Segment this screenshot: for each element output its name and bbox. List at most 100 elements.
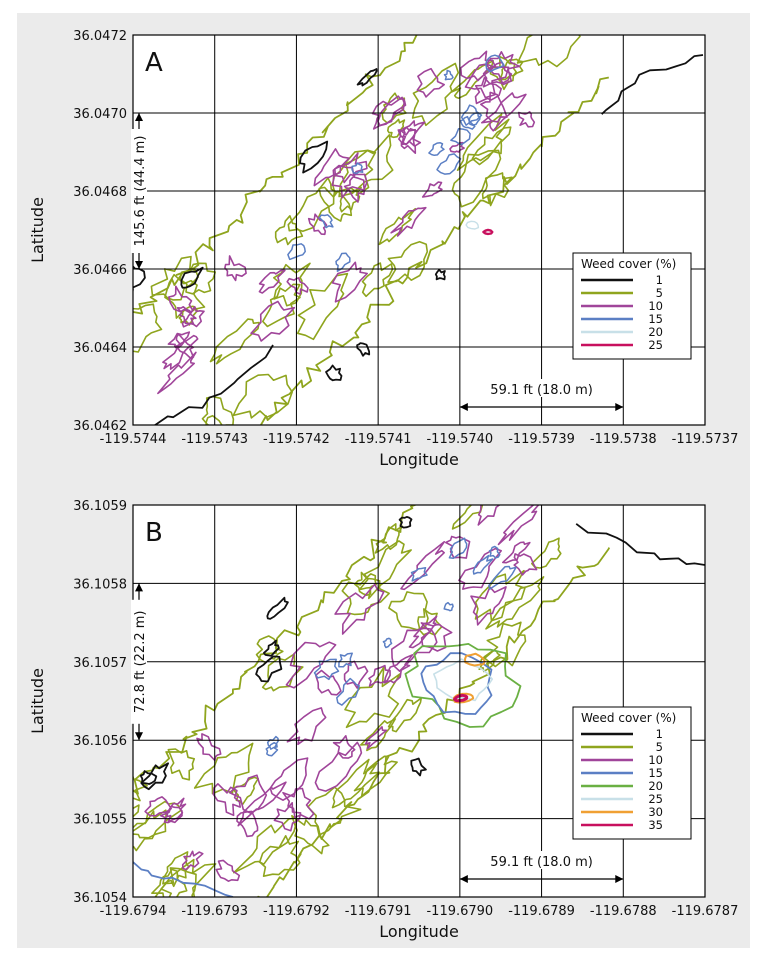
- contour-1: [356, 342, 371, 357]
- contour-10: [258, 269, 286, 294]
- contour-lines: [133, 505, 705, 897]
- contour-5: [232, 373, 293, 419]
- legend-label: 35: [648, 818, 663, 832]
- panel-label: B: [145, 518, 163, 548]
- contour-15: [410, 566, 428, 582]
- legend-label: 1: [656, 727, 663, 741]
- legend-label: 1: [656, 273, 663, 287]
- contour-5: [255, 635, 284, 664]
- x-tick-label: -119.6794: [100, 904, 167, 919]
- y-tick-label: 36.1059: [73, 499, 127, 514]
- horizontal-scale-arrowhead: [459, 403, 468, 411]
- contour-5: [274, 215, 304, 246]
- figure-background: -119.5744 -119.5743 -119.5742 -119.5741 -119…: [17, 13, 750, 948]
- contour-5: [344, 666, 401, 729]
- vertical-scale-label-bg: [131, 599, 147, 724]
- y-axis-label: Latitude: [28, 197, 47, 263]
- contour-5: [296, 272, 349, 341]
- x-tick-label: -119.5737: [672, 432, 739, 447]
- contour-15: [420, 652, 493, 715]
- contour-5: [307, 786, 362, 836]
- contour-10: [212, 783, 241, 817]
- contour-10: [269, 757, 309, 801]
- contour-10: [390, 206, 427, 237]
- contour-5: [262, 283, 301, 328]
- x-tick-label: -119.6787: [672, 904, 739, 919]
- contour-15: [450, 127, 471, 146]
- contour-5: [471, 126, 512, 166]
- contour-5: [484, 621, 527, 668]
- contour-15: [287, 243, 306, 261]
- vertical-scale-label: 145.6 ft (44.4 m): [133, 136, 148, 247]
- contour-15: [382, 637, 393, 649]
- contour-5: [451, 149, 502, 208]
- legend-label: 20: [648, 325, 663, 339]
- contour-5: [160, 867, 197, 897]
- contour-5: [353, 755, 398, 797]
- contour-5: [133, 809, 167, 852]
- contour-10: [445, 535, 471, 559]
- contour-10: [343, 176, 366, 203]
- contour-15: [488, 545, 501, 559]
- horizontal-scale-label-bg: [483, 379, 600, 397]
- contour-10: [481, 92, 527, 132]
- contour-1-edge: [153, 344, 274, 425]
- contour-10: [477, 505, 501, 526]
- contour-10: [334, 583, 385, 635]
- contour-1: [266, 596, 289, 620]
- contour-10: [282, 787, 315, 820]
- x-tick-label: -119.5740: [426, 432, 493, 447]
- contour-5: [481, 172, 513, 207]
- y-tick-label: 36.0462: [73, 419, 127, 434]
- contour-1: [180, 266, 204, 289]
- contour-5: [516, 35, 581, 68]
- contour-20: [465, 220, 480, 230]
- legend-label: 30: [648, 805, 663, 819]
- contour-5: [378, 207, 417, 246]
- contour-15: [485, 54, 505, 73]
- contour-10: [307, 213, 328, 236]
- contour-5: [451, 505, 484, 530]
- legend-title: Weed cover (%): [581, 257, 676, 271]
- contour-5: [151, 868, 188, 897]
- contour-10: [470, 586, 507, 626]
- contour-10: [175, 333, 195, 359]
- contour-10: [285, 641, 337, 689]
- contour-10: [314, 669, 342, 696]
- contour-10: [449, 141, 465, 153]
- x-tick-label: -119.6793: [181, 904, 248, 919]
- y-tick-label: 36.1058: [73, 577, 127, 592]
- contour-15: [265, 741, 279, 757]
- panel-label: A: [145, 48, 163, 78]
- legend-label: 15: [648, 766, 663, 780]
- contour-1: [255, 655, 283, 683]
- y-tick-label: 36.0466: [73, 263, 127, 278]
- contour-5: [374, 523, 404, 554]
- contour-10: [458, 547, 502, 590]
- legend-label: 10: [648, 753, 663, 767]
- contour-1: [410, 757, 427, 777]
- contour-10: [157, 351, 197, 395]
- contour-5: [209, 318, 260, 365]
- contour-1: [133, 265, 146, 289]
- contour-10: [401, 120, 426, 146]
- legend-label: 15: [648, 312, 663, 326]
- contour-15: [459, 115, 476, 130]
- contour-15: [443, 601, 454, 612]
- contour-15: [428, 142, 445, 157]
- x-axis-label: Longitude: [379, 450, 459, 469]
- contour-1: [263, 639, 280, 657]
- contour-1: [299, 140, 329, 174]
- x-tick-label: -119.6788: [590, 904, 657, 919]
- contour-10: [162, 334, 199, 370]
- x-tick-label: -119.5743: [181, 432, 248, 447]
- horizontal-scale-arrowhead: [615, 403, 624, 411]
- contour-10: [286, 707, 327, 746]
- x-tick-label: -119.5741: [345, 432, 412, 447]
- x-tick-label: -119.5742: [263, 432, 330, 447]
- contour-5: [387, 240, 429, 283]
- x-axis-label: Longitude: [379, 922, 459, 941]
- contour-1: [133, 287, 134, 296]
- contour-1: [325, 364, 343, 382]
